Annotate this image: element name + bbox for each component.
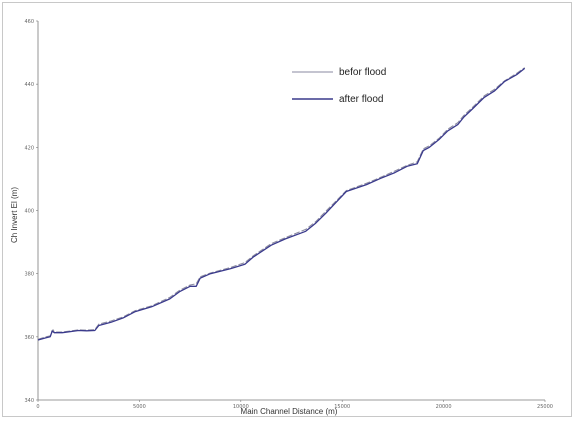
y-tick-label: 360 <box>24 335 34 341</box>
x-tick-label: 5000 <box>133 404 146 410</box>
x-tick-label: 10000 <box>233 404 249 410</box>
x-tick-label: 20000 <box>436 404 452 410</box>
legend: befor flood after flood <box>292 67 386 105</box>
axes <box>37 21 545 401</box>
series-line-after-flood <box>37 67 526 341</box>
series-lines <box>37 67 526 341</box>
x-tick-label: 25000 <box>537 404 553 410</box>
x-tick-label: 0 <box>36 404 39 410</box>
y-tick-labels: 340 360 380 400 420 440 460 <box>24 19 38 404</box>
x-tick-label: 15000 <box>334 404 350 410</box>
y-tick-label: 380 <box>24 272 34 278</box>
series-line-befor-flood <box>37 67 526 340</box>
legend-label-after-flood: after flood <box>339 94 383 105</box>
y-tick-label: 440 <box>24 82 34 88</box>
y-tick-label: 460 <box>24 19 34 25</box>
legend-label-befor-flood: befor flood <box>339 67 386 78</box>
y-axis-title: Ch Invert El (m) <box>10 187 19 243</box>
chart-frame <box>2 2 572 417</box>
y-tick-label: 420 <box>24 145 34 151</box>
y-tick-label: 340 <box>24 398 34 404</box>
y-tick-label: 400 <box>24 209 34 215</box>
x-tick-labels: 0 5000 10000 15000 20000 25000 <box>36 400 553 410</box>
x-axis-title: Main Channel Distance (m) <box>241 407 338 416</box>
